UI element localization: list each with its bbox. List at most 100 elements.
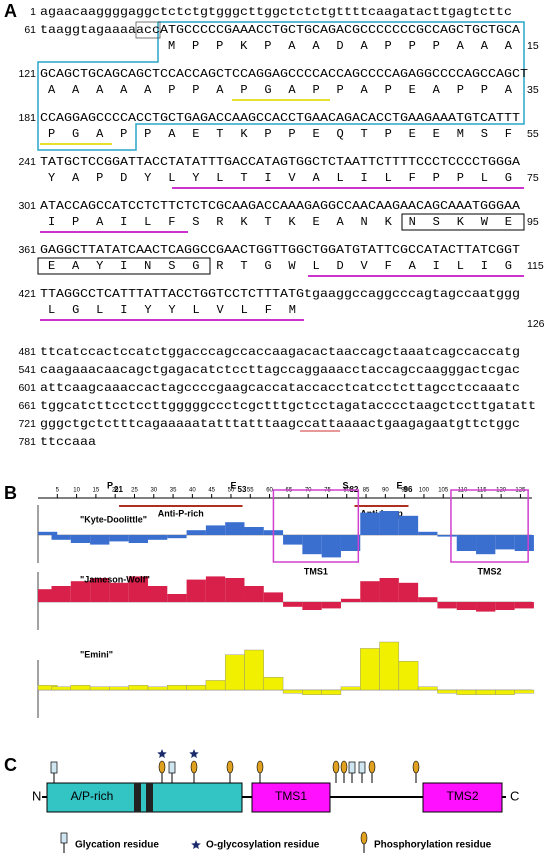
motif-box [37, 257, 211, 275]
profile-bar [51, 535, 71, 540]
line-number: 241 [18, 156, 36, 168]
profile-bar [109, 535, 129, 542]
nucleotide-sequence: CCAGGAGCCCCACCTGCTGAGACCAAGCCACCTGAACAGA… [40, 111, 520, 125]
tick-label: 50 [228, 488, 235, 494]
domain [422, 782, 503, 813]
line-number: 1 [30, 6, 36, 18]
profile-bar [283, 602, 303, 607]
profile-bar [205, 680, 226, 691]
tick-label: 15 [93, 488, 100, 494]
legend-label: O-glycosylation residue [206, 840, 320, 851]
protein-sequence: LGLIYYLVLFM [48, 303, 296, 317]
profile-bar [340, 598, 361, 602]
glycation-icon [348, 761, 356, 774]
profile-bar [456, 602, 477, 610]
line-number: 421 [18, 288, 36, 300]
antibody-label: Anti-P-rich [158, 508, 204, 518]
profile-bar [167, 535, 187, 539]
profile-bar [418, 597, 438, 602]
nucleotide-sequence: ttccaaa [40, 435, 96, 449]
profile-bar [225, 578, 245, 602]
profile-bar [456, 689, 477, 695]
nucleotide-sequence: caagaaacaacagctgagacatctccttagccaggaaacc… [40, 363, 520, 377]
tick-label: 25 [131, 488, 138, 494]
profile-bar [514, 602, 534, 609]
profile-bar [90, 535, 110, 545]
profile-bar [437, 602, 457, 609]
profile-bar [360, 648, 380, 691]
tick-label: 20 [112, 488, 119, 494]
tick-label: 5 [56, 488, 60, 494]
line-number: 661 [18, 400, 36, 412]
line-number: 781 [18, 436, 36, 448]
profile-bar [495, 602, 515, 610]
residue-count: 15 [527, 40, 539, 52]
protein-sequence: MPPKPAADAPPPAAA [168, 39, 513, 53]
profile-bar [244, 527, 264, 535]
line-number: 541 [18, 364, 36, 376]
series-name: "Emini" [80, 649, 113, 659]
profile-bar [147, 535, 168, 540]
site-position: 96 [404, 485, 413, 494]
profile-bar [476, 535, 496, 555]
protein-sequence: IPAILFSRKTKEANKNSKWE [48, 215, 512, 229]
phosphorylation-icon [226, 760, 234, 774]
tick-label: 55 [247, 488, 254, 494]
tick-label: 10 [73, 488, 80, 494]
residue-count: 35 [527, 84, 539, 96]
tick-label: 40 [189, 488, 196, 494]
profile-bar [437, 535, 457, 537]
glycation-icon [358, 761, 366, 774]
terminus: C [510, 788, 519, 803]
tick-label: 90 [382, 488, 389, 494]
series-name: "Jameson-Wolf" [80, 574, 150, 584]
nucleotide-sequence: GCAGCTGCAGCAGCTCCACCAGCTCCAGGAGCCCCACCAG… [40, 67, 528, 81]
line-number: 361 [18, 244, 36, 256]
profile-bar [475, 689, 496, 695]
profile-bar [263, 592, 284, 602]
glycation-icon [50, 761, 58, 774]
nucleotide-sequence: ttcatccactccatctggacccagccaccaagacactaac… [40, 345, 520, 359]
profile-bar [147, 586, 168, 602]
profile-bar [167, 594, 187, 602]
profile-bar [186, 530, 206, 535]
profile-bar [495, 535, 515, 550]
profile-bar [418, 531, 438, 535]
profile-bar [456, 535, 477, 551]
tms-box [450, 489, 529, 563]
profile-bar [109, 686, 129, 691]
phosphorylation-icon [340, 760, 348, 774]
profile-bar [282, 689, 303, 694]
profile-bar [90, 578, 110, 602]
residue-count: 75 [527, 172, 539, 184]
phosphorylation-icon [332, 760, 340, 774]
nucleotide-sequence: attcaagcaaaccactagccccgaagcaccataccacctc… [40, 381, 520, 395]
profile-bar [302, 689, 322, 695]
profile-bar [128, 576, 148, 602]
tick-label: 95 [401, 488, 408, 494]
legend-label: Phosphorylation residue [374, 840, 492, 851]
tick-label: 60 [266, 488, 273, 494]
nucleotide-sequence: GAGGCTTATATCAACTCAGGCCGAACTGGTTGGCTGGATG… [40, 243, 520, 257]
phosphorylation-icon [190, 760, 198, 774]
nucleotide-sequence: tggcatcttcctccttgggggccctcgctttgctcctaga… [40, 399, 536, 413]
profile-bar [417, 686, 438, 691]
tms-box [272, 489, 360, 563]
profile-bar [379, 578, 399, 602]
profile-bar [147, 686, 168, 691]
profile-bar [225, 522, 245, 535]
line-number: 601 [18, 382, 36, 394]
protein-sequence: PGAPPAETKPPEQTPEEMSF [48, 127, 512, 141]
nucleotide-sequence: TATGCTCCGGATTACCTATATTTGACCATAGTGGCTCTAA… [40, 155, 521, 169]
profile-bar [302, 535, 322, 555]
profile-bar [205, 576, 226, 602]
motif-box [401, 213, 525, 231]
profile-bar [360, 512, 380, 535]
profile-bar [340, 535, 361, 551]
nucleotide-sequence: taaggtagaaaaaccATGCCCCCGAAACCTGCTGCAGACG… [40, 23, 521, 37]
profile-bar [514, 689, 535, 694]
profile-bar [283, 535, 303, 545]
site-residue: P [107, 480, 113, 490]
site-residue: E [396, 480, 402, 490]
start-codon-box [135, 21, 161, 39]
